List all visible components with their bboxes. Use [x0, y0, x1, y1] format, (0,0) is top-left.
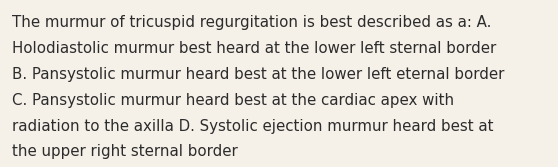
- Text: Holodiastolic murmur best heard at the lower left sternal border: Holodiastolic murmur best heard at the l…: [12, 41, 497, 56]
- Text: radiation to the axilla D. Systolic ejection murmur heard best at: radiation to the axilla D. Systolic ejec…: [12, 119, 494, 134]
- Text: C. Pansystolic murmur heard best at the cardiac apex with: C. Pansystolic murmur heard best at the …: [12, 93, 454, 108]
- Text: The murmur of tricuspid regurgitation is best described as a: A.: The murmur of tricuspid regurgitation is…: [12, 15, 492, 30]
- Text: the upper right sternal border: the upper right sternal border: [12, 144, 238, 159]
- Text: B. Pansystolic murmur heard best at the lower left eternal border: B. Pansystolic murmur heard best at the …: [12, 67, 504, 82]
